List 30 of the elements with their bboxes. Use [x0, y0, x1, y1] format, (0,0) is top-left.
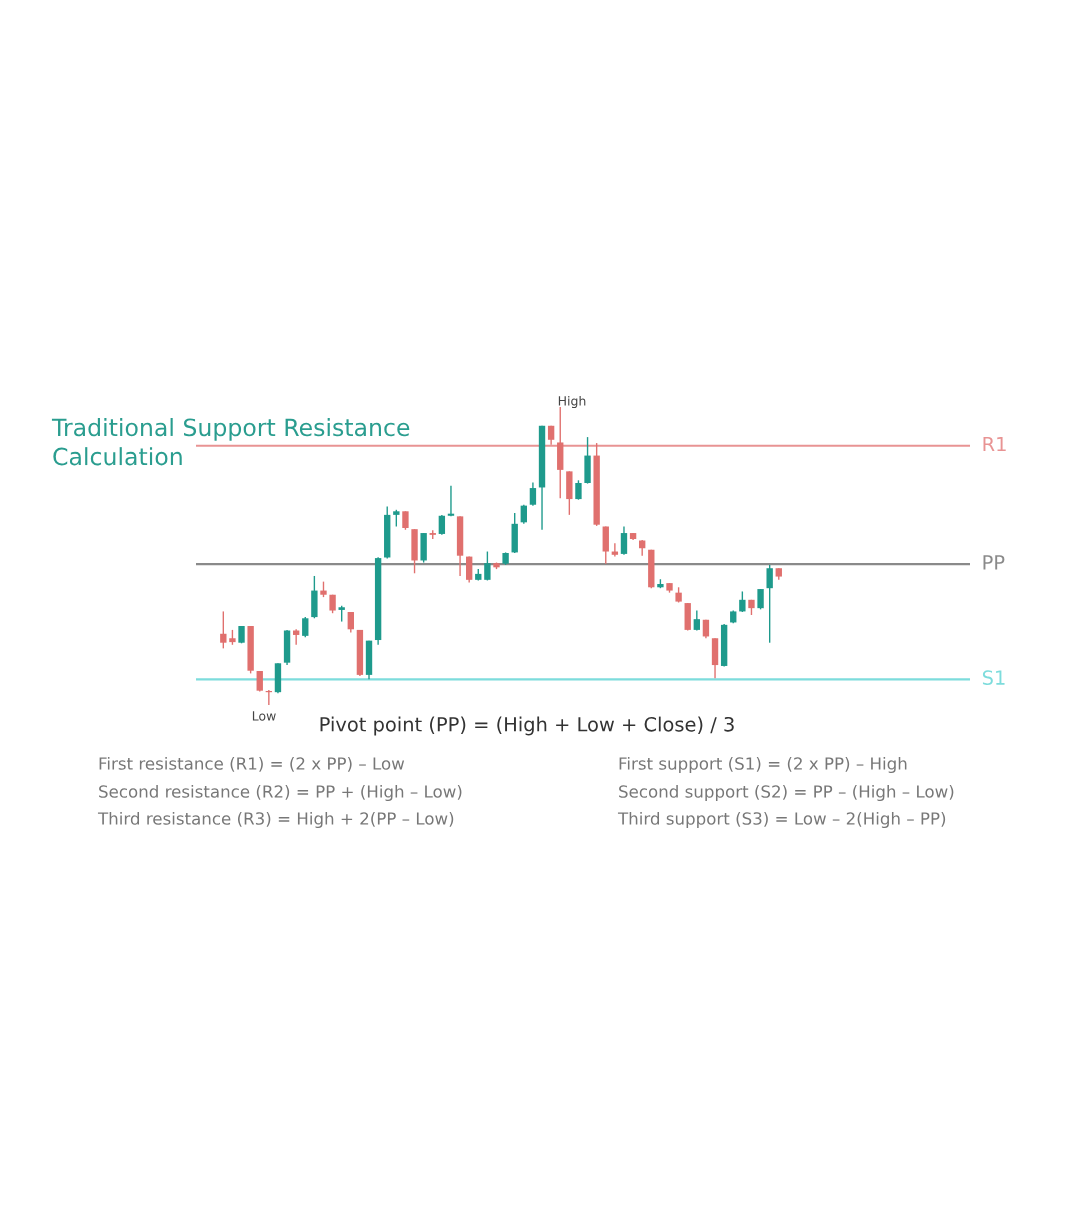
candlestick: [529, 481, 537, 507]
text: Second support (S2) = PP – (High – Low): [619, 784, 954, 802]
candlestick: [739, 590, 746, 613]
text: Pivot point (PP) = (High + Low + Close) / 3: [320, 716, 734, 736]
text: First resistance (R1) = (2 x PP) – Low: [99, 756, 405, 772]
candlestick: [575, 479, 582, 501]
candlestick: [757, 588, 764, 611]
candlestick: [620, 525, 628, 556]
text: Second resistance (R2) = PP + (High – Low): [99, 784, 462, 802]
text: Third resistance (R3) = High + 2(PP – Low): [97, 811, 454, 829]
annotation: High: [558, 395, 586, 409]
candlestick: [402, 510, 409, 531]
candlestick: [447, 484, 455, 518]
candlestick: [766, 564, 773, 644]
candlestick: [220, 610, 227, 650]
text: Low: [252, 711, 276, 721]
candlestick: [347, 611, 354, 634]
candlestick: [465, 555, 473, 584]
text: Third support (S3) = Low – 2(High – PP): [617, 811, 946, 829]
ref-line-label: S1: [982, 670, 1005, 686]
text: First support (S1) = (2 x PP) – High: [619, 756, 907, 774]
ref-line-label: PP: [983, 555, 1005, 570]
ref-line-label: R1: [983, 436, 1006, 452]
text: Traditional Support Resistance Calculation: [51, 418, 410, 466]
candlestick: [256, 670, 263, 693]
candlestick: [520, 504, 527, 525]
candlestick: [302, 616, 309, 639]
candlestick: [438, 514, 446, 536]
candlestick: [484, 550, 491, 582]
candlestick: [292, 628, 300, 646]
